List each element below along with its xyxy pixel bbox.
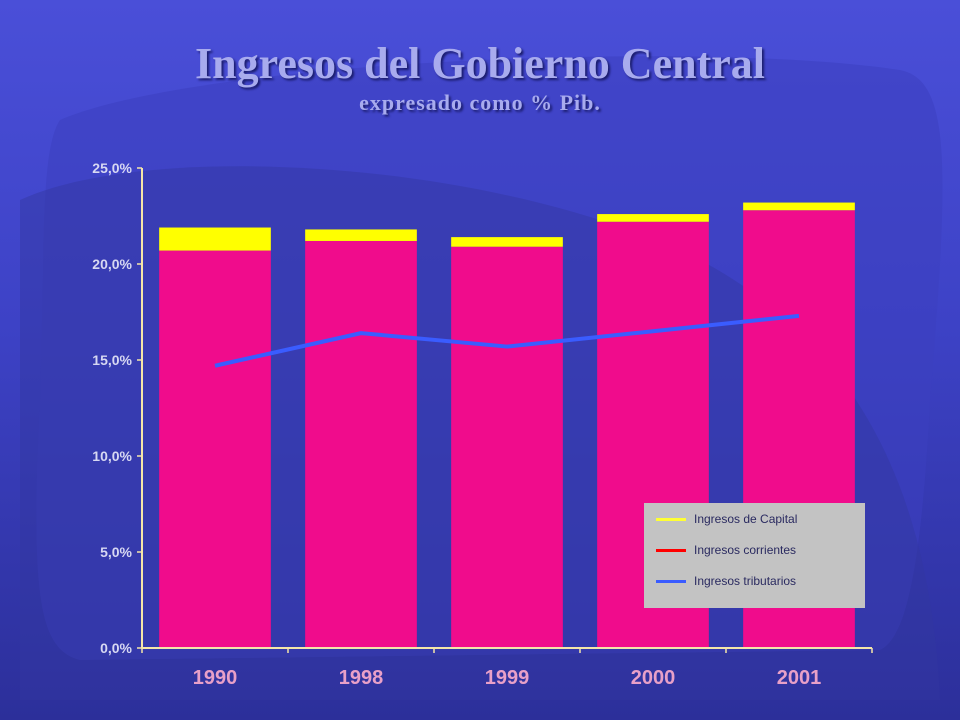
- bar-capital-2001: [743, 202, 855, 211]
- legend-swatch-tributarios: [656, 580, 686, 583]
- y-tick-label: 0,0%: [100, 640, 132, 656]
- y-tick-label: 5,0%: [100, 544, 132, 560]
- legend-item-tributarios: Ingresos tributarios: [656, 574, 861, 589]
- x-tick-label: 1990: [193, 667, 238, 689]
- y-tick-label: 15,0%: [92, 352, 132, 368]
- legend-item-corrientes: Ingresos corrientes: [656, 543, 861, 558]
- bar-capital-1999: [451, 237, 563, 247]
- legend: Ingresos de Capital Ingresos corrientes …: [644, 503, 865, 608]
- legend-label-corrientes: Ingresos corrientes: [694, 543, 797, 557]
- x-tick-label: 2001: [777, 667, 822, 689]
- y-tick-label: 10,0%: [92, 448, 132, 464]
- bar-corrientes-1999: [451, 246, 563, 648]
- bar-capital-1990: [159, 227, 271, 251]
- legend-label-tributarios: Ingresos tributarios: [694, 574, 797, 588]
- chart-title: Ingresos del Gobierno Central: [195, 39, 765, 88]
- legend-label-capital: Ingresos de Capital: [694, 512, 798, 526]
- bar-capital-1998: [305, 229, 417, 241]
- legend-swatch-capital: [656, 518, 686, 521]
- line-tributarios: [214, 313, 800, 368]
- bar-corrientes-1990: [159, 250, 271, 648]
- x-tick-label: 1998: [339, 667, 384, 689]
- legend-swatch-corrientes: [656, 549, 686, 552]
- chart-subtitle: expresado como % Pib.: [359, 90, 601, 115]
- legend-item-capital: Ingresos de Capital: [656, 512, 861, 527]
- y-tick-label: 25,0%: [92, 160, 132, 176]
- x-tick-label: 1999: [485, 667, 530, 689]
- x-tick-label: 2000: [631, 667, 676, 689]
- bar-corrientes-1998: [305, 240, 417, 648]
- bar-capital-2000: [597, 214, 709, 222]
- y-tick-label: 20,0%: [92, 256, 132, 272]
- title-block: Ingresos del Gobierno Central expresado …: [0, 38, 960, 116]
